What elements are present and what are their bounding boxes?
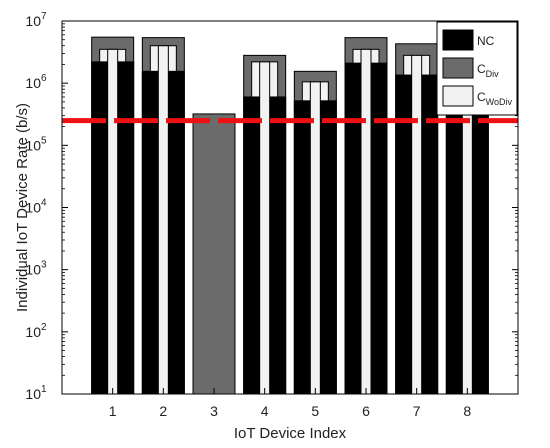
x-tick-label: 5	[311, 403, 319, 419]
bar-c_div-3	[192, 113, 236, 395]
legend-swatch-c_div	[442, 57, 474, 79]
bar-c_wodiv-inner-5	[309, 81, 321, 395]
bar-c_wodiv-inner-1	[107, 48, 119, 395]
x-tick-label: 7	[413, 403, 421, 419]
x-tick-label: 3	[210, 403, 218, 419]
y-tick-label: 107	[25, 11, 47, 29]
bar-c_wodiv-inner-6	[360, 48, 372, 395]
x-axis-ticks: 1 2 3 4 5 6 7 8	[109, 388, 471, 419]
legend-swatch-nc	[442, 29, 474, 51]
legend-label-c_div: CDiv	[477, 62, 499, 79]
y-tick-label: 101	[25, 384, 47, 402]
x-tick-label: 6	[362, 403, 370, 419]
bars-group	[91, 36, 489, 395]
x-axis-label: IoT Device Index	[234, 425, 347, 442]
y-tick-label: 105	[25, 135, 47, 153]
y-tick-label: 103	[25, 260, 47, 278]
x-tick-label: 2	[159, 403, 167, 419]
legend-swatch-c_wodiv	[442, 85, 474, 107]
x-tick-label: 1	[109, 403, 117, 419]
y-axis-label: Individual IoT Device Rate (b/s)	[14, 103, 31, 312]
legend-label-nc: NC	[477, 34, 495, 48]
legend: NC CDiv CWoDiv	[436, 21, 518, 116]
y-axis-ticks: 101 102 103 104 105 106 107	[25, 11, 518, 402]
bar-c_wodiv-inner-4	[259, 61, 271, 395]
bar-c_wodiv-inner-2	[157, 45, 169, 395]
legend-label-c_wodiv: CWoDiv	[477, 90, 513, 107]
x-tick-label: 4	[261, 403, 269, 419]
x-tick-label: 8	[463, 403, 471, 419]
y-tick-label: 102	[25, 322, 47, 340]
y-tick-label: 104	[25, 198, 47, 216]
bar-c_wodiv-inner-7	[411, 54, 423, 395]
y-tick-label: 106	[25, 73, 47, 91]
